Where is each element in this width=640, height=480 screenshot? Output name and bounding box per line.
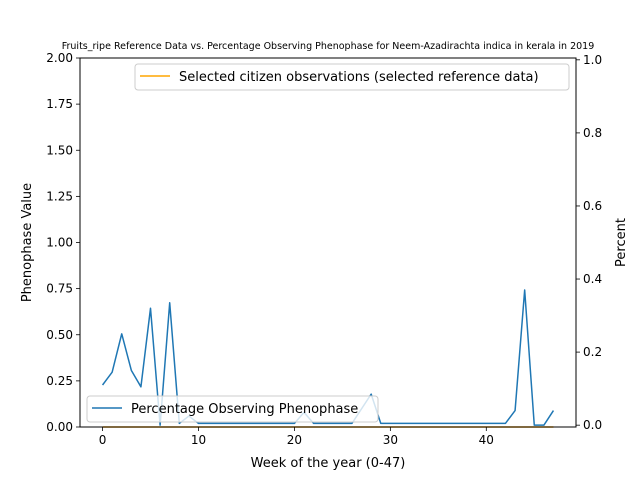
y-axis-right-label: Percent: [614, 218, 629, 267]
axes-frame: [79, 57, 577, 428]
y-left-tick-label: 1.75: [46, 97, 73, 111]
legend-top: Selected citizen observations (selected …: [134, 63, 570, 91]
y-right-tick-label: 0.4: [583, 272, 602, 286]
x-axis-label: Week of the year (0-47): [251, 456, 406, 471]
x-tick-label: 20: [287, 433, 302, 447]
legend-bottom-label: Percentage Observing Phenophase: [131, 402, 358, 417]
y-right-tick-label: 1.0: [583, 53, 602, 67]
y-left-tick-label: 0.25: [46, 374, 73, 388]
legend-bottom: Percentage Observing Phenophase: [86, 395, 379, 423]
legend-top-frame: [134, 63, 570, 91]
x-axis: 0 10 20 30 40: [99, 427, 494, 447]
legend-top-label: Selected citizen observations (selected …: [179, 70, 539, 85]
y-left-tick-label: 0.75: [46, 282, 73, 296]
y-right-tick-label: 0.8: [583, 126, 602, 140]
x-tick-label: 40: [479, 433, 494, 447]
x-tick-label: 30: [383, 433, 398, 447]
y-right-tick-label: 0.2: [583, 345, 602, 359]
y-axis-left: 0.00 0.25 0.50 0.75 1.00 1.25 1.50 1.75 2.00: [46, 51, 80, 434]
x-tick-label: 0: [99, 433, 107, 447]
y-left-tick-label: 1.00: [46, 236, 73, 250]
y-left-tick-label: 1.50: [46, 143, 73, 157]
chart-title: Fruits_ripe Reference Data vs. Percentag…: [62, 41, 595, 52]
y-axis-left-label: Phenophase Value: [20, 183, 35, 302]
legend-bottom-frame: [86, 395, 379, 423]
y-left-tick-label: 2.00: [46, 51, 73, 65]
y-right-tick-label: 0.6: [583, 199, 602, 213]
x-tick-label: 10: [191, 433, 206, 447]
y-right-tick-label: 0.0: [583, 418, 602, 432]
y-axis-right: 0.0 0.2 0.4 0.6 0.8 1.0: [576, 53, 602, 432]
y-left-tick-label: 0.00: [46, 420, 73, 434]
y-left-tick-label: 1.25: [46, 189, 73, 203]
y-left-tick-label: 0.50: [46, 328, 73, 342]
